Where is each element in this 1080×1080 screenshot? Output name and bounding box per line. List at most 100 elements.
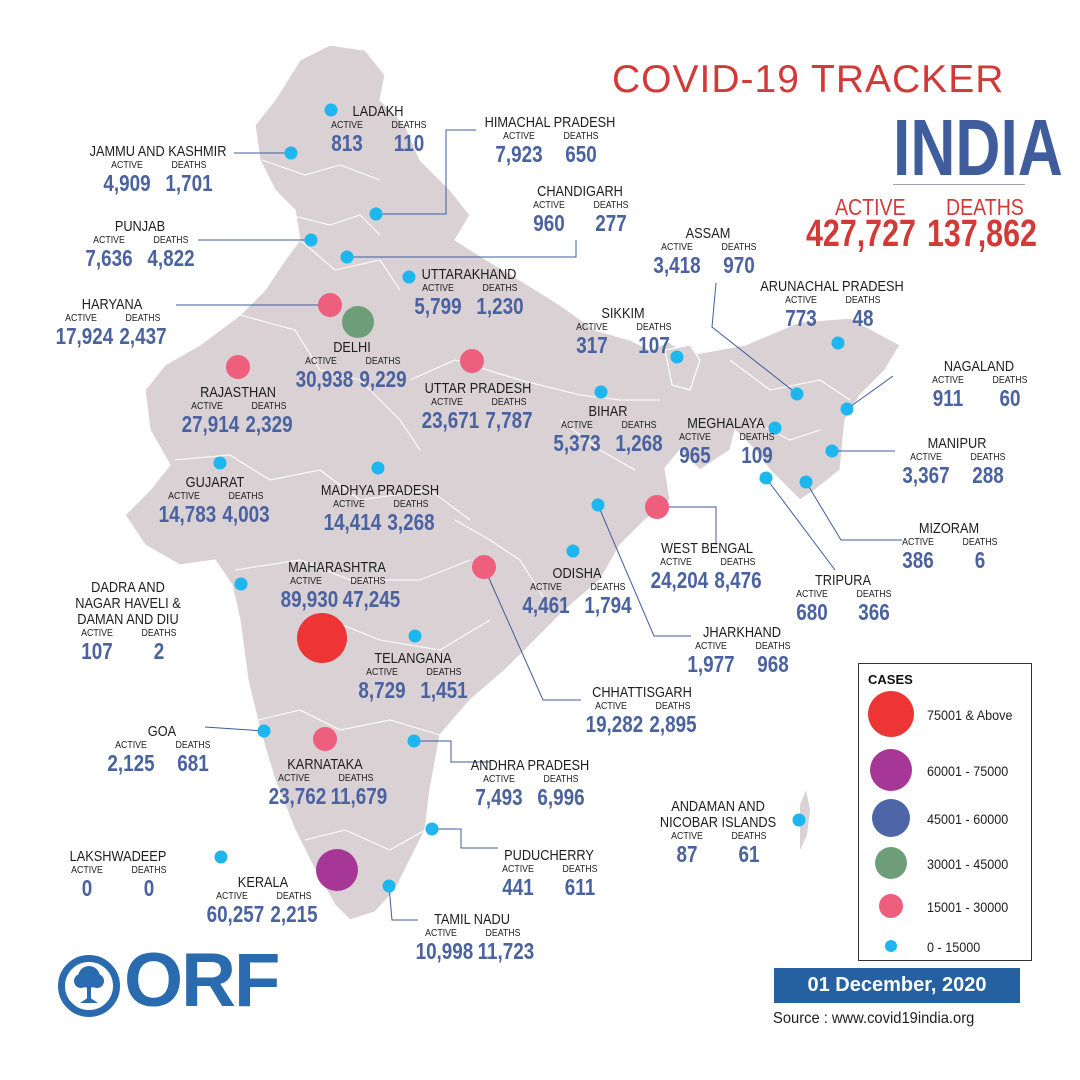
legend-label: 15001 - 30000 [927, 899, 1009, 915]
state-column-heads: ACTIVE DEATHS [523, 322, 723, 333]
deaths-head: DEATHS [426, 667, 462, 678]
active-value: 0 [81, 875, 93, 901]
active-head: ACTIVE [796, 589, 828, 600]
state-marker [799, 475, 813, 489]
state-border [299, 239, 401, 291]
state-label: TAMIL NADU ACTIVE DEATHS 10,998 11,723 [372, 912, 572, 964]
state-column-heads: ACTIVE DEATHS [542, 701, 742, 712]
deaths-head: DEATHS [739, 432, 775, 443]
state-borders [174, 159, 851, 851]
active-value: 60,257 [206, 901, 265, 927]
deaths-head: DEATHS [755, 641, 791, 652]
active-value: 911 [932, 385, 964, 411]
state-column-heads: ACTIVE DEATHS [138, 401, 338, 412]
deaths-value: 3,268 [387, 509, 435, 535]
state-column-heads: ACTIVE DEATHS [12, 313, 212, 324]
active-head: ACTIVE [576, 322, 608, 333]
active-head: ACTIVE [679, 432, 711, 443]
state-column-heads: ACTIVE DEATHS [58, 160, 258, 171]
state-marker [790, 387, 804, 401]
state-label: UTTAR PRADESH ACTIVE DEATHS 23,671 7,787 [378, 381, 578, 433]
state-name: ANDHRA PRADESH [470, 758, 590, 774]
legend-swatch [875, 847, 907, 879]
active-head: ACTIVE [81, 628, 113, 639]
state-column-heads: ACTIVE DEATHS [252, 356, 452, 367]
active-head: ACTIVE [278, 773, 310, 784]
deaths-value: 6 [974, 547, 986, 573]
deaths-value: 366 [858, 599, 890, 625]
state-border [234, 559, 471, 581]
state-name: LADAKH [352, 104, 404, 120]
deaths-value: 109 [741, 442, 773, 468]
state-values: 87 61 [618, 842, 818, 867]
deaths-value: 1,451 [420, 677, 468, 703]
active-head: ACTIVE [93, 235, 125, 246]
state-values: 14,414 3,268 [280, 510, 480, 535]
state-values: 89,930 47,245 [237, 587, 437, 612]
state-label: KARNATAKA ACTIVE DEATHS 23,762 11,679 [225, 757, 425, 809]
state-label: UTTARAKHAND ACTIVE DEATHS 5,799 1,230 [369, 267, 569, 319]
state-marker [759, 471, 773, 485]
deaths-value: 968 [757, 651, 789, 677]
state-values: 680 366 [743, 600, 943, 625]
state-column-heads: ACTIVE DEATHS [369, 283, 569, 294]
state-marker [566, 544, 580, 558]
active-head: ACTIVE [111, 160, 143, 171]
map-shape [124, 44, 901, 921]
state-column-heads: ACTIVE DEATHS [508, 420, 708, 431]
state-marker [316, 849, 358, 891]
state-column-heads: ACTIVE DEATHS [626, 432, 826, 443]
state-label: MIZORAM ACTIVE DEATHS 386 6 [849, 521, 1049, 573]
active-head: ACTIVE [503, 131, 535, 142]
deaths-head: DEATHS [171, 160, 207, 171]
state-column-heads: ACTIVE DEATHS [450, 131, 650, 142]
active-head: ACTIVE [331, 120, 363, 131]
state-markers [213, 103, 854, 893]
deaths-value: 277 [595, 210, 627, 236]
leader-line [711, 282, 798, 395]
deaths-head: DEATHS [485, 928, 521, 939]
deaths-value: 11,723 [477, 938, 535, 964]
active-head: ACTIVE [168, 491, 200, 502]
state-name: PUDUCHERRY [504, 848, 594, 864]
state-border [454, 519, 546, 601]
deaths-value: 288 [972, 462, 1004, 488]
active-head: ACTIVE [595, 701, 627, 712]
state-marker [840, 402, 854, 416]
state-column-heads: ACTIVE DEATHS [849, 537, 1049, 548]
state-name: TRIPURA [814, 573, 872, 589]
deaths-value: 2 [153, 638, 165, 664]
state-border [174, 454, 471, 521]
leader-line [204, 726, 265, 732]
active-value: 2,125 [107, 750, 155, 776]
state-label: TRIPURA ACTIVE DEATHS 680 366 [743, 573, 943, 625]
state-values: 3,418 970 [608, 253, 808, 278]
state-label: KERALA ACTIVE DEATHS 60,257 2,215 [163, 875, 363, 927]
active-value: 773 [785, 305, 817, 331]
state-label: SIKKIM ACTIVE DEATHS 317 107 [523, 306, 723, 358]
state-name: CHHATTISGARH [592, 685, 692, 701]
active-head: ACTIVE [333, 499, 365, 510]
deaths-value: 2,215 [270, 901, 318, 927]
deaths-value: 107 [638, 332, 670, 358]
deaths-head: DEATHS [621, 420, 657, 431]
state-name: TAMIL NADU [434, 912, 510, 928]
deaths-value: 611 [564, 874, 596, 900]
deaths-value: 1,701 [165, 170, 213, 196]
logo-ring [58, 955, 120, 1017]
deaths-value: 2,329 [245, 411, 293, 437]
legend-title: CASES [868, 672, 913, 687]
deaths-value: 4,822 [147, 245, 195, 271]
deaths-head: DEATHS [720, 557, 756, 568]
state-name: UTTAR PRADESH [424, 381, 532, 397]
state-label: ANDHRA PRADESH ACTIVE DEATHS 7,493 6,996 [430, 758, 630, 810]
state-label: MAHARASHTRA ACTIVE DEATHS 89,930 47,245 [237, 560, 437, 612]
deaths-head: DEATHS [393, 499, 429, 510]
state-marker [342, 306, 374, 338]
state-column-heads: ACTIVE DEATHS [477, 582, 677, 593]
state-values: 911 60 [879, 386, 1079, 411]
leader-line [597, 504, 691, 637]
state-name: JHARKHAND [703, 625, 781, 641]
state-column-heads: ACTIVE DEATHS [618, 831, 818, 842]
active-value: 680 [796, 599, 828, 625]
